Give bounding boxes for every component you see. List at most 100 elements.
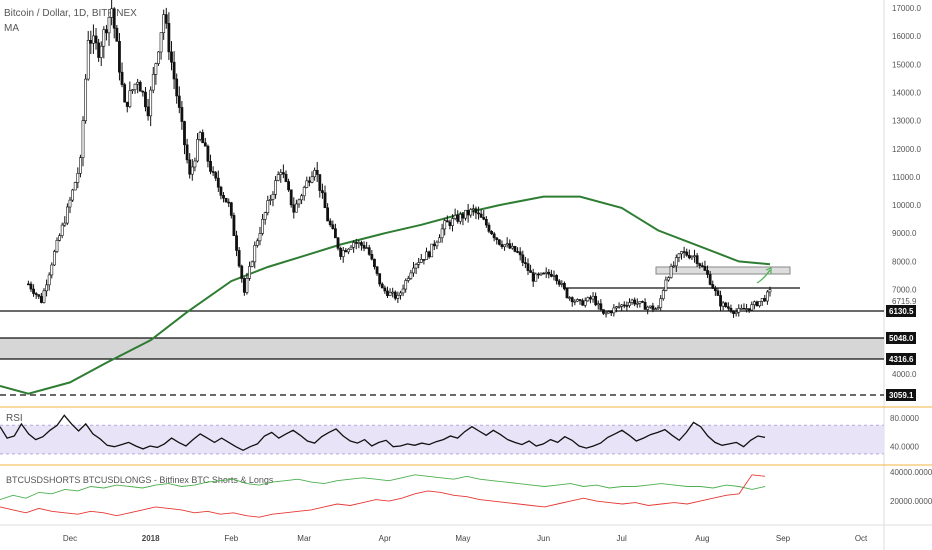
price-tick-label: 10000.0 <box>892 201 921 210</box>
candle-body <box>578 299 582 301</box>
resistance-zone <box>655 266 791 275</box>
candle-body <box>695 255 699 264</box>
candle-body <box>141 90 145 93</box>
candle-body <box>344 250 348 253</box>
candle-body <box>638 301 642 304</box>
candle-body <box>427 251 431 258</box>
level-badge-3-text: 4316.6 <box>889 355 914 364</box>
candle-body <box>633 299 637 305</box>
arrow-head-icon <box>765 267 772 274</box>
candle-body <box>110 8 114 18</box>
candle-body <box>726 306 730 309</box>
candle-body <box>484 219 488 226</box>
candle-body <box>157 51 160 64</box>
price-candles <box>26 0 772 318</box>
candle-body <box>310 176 314 183</box>
candle-body <box>526 263 530 271</box>
price-tick-label: 14000.0 <box>892 88 921 97</box>
candle-body <box>388 292 392 296</box>
candle-body <box>466 209 470 216</box>
candle-body <box>674 257 678 267</box>
candle-body <box>469 209 473 216</box>
candle-body <box>544 271 548 274</box>
price-tick-label: 7000.0 <box>892 286 917 295</box>
price-tick-label: 11000.0 <box>892 173 921 182</box>
candle-body <box>505 243 509 246</box>
candle-body <box>477 212 480 215</box>
candle-body <box>495 237 499 240</box>
candle-body <box>261 218 264 234</box>
candle-body <box>417 262 421 265</box>
candle-body <box>268 199 272 201</box>
candle-body <box>591 295 595 300</box>
candle-body <box>321 190 324 194</box>
candle-body <box>602 309 605 314</box>
candle-body <box>305 180 309 188</box>
candle-body <box>162 14 166 34</box>
candle-body <box>287 181 290 191</box>
candle-body <box>196 139 199 162</box>
rsi-line <box>0 414 766 452</box>
candle-body <box>279 172 283 175</box>
candle-body <box>451 218 454 226</box>
candle-body <box>386 290 389 296</box>
candle-body <box>172 61 176 80</box>
candle-body <box>438 237 441 243</box>
candle-body <box>550 273 553 277</box>
candle-body <box>354 242 358 244</box>
level-badge-3 <box>886 353 916 365</box>
candle-body <box>37 294 41 297</box>
candle-body <box>214 172 218 179</box>
candle-body <box>183 121 186 146</box>
candle-body <box>687 254 691 259</box>
candle-body <box>175 78 179 97</box>
longs-line <box>0 474 766 501</box>
candle-body <box>123 84 127 103</box>
price-tick-label: 16000.0 <box>892 32 921 41</box>
candle-body <box>170 51 173 63</box>
candle-body <box>138 81 142 92</box>
candle-body <box>102 29 106 47</box>
candle-body <box>589 297 592 300</box>
x-tick-label: Apr <box>379 534 392 543</box>
candle-body <box>281 172 285 175</box>
candle-body <box>120 71 124 85</box>
candle-body <box>193 160 197 168</box>
candle-body <box>185 144 189 161</box>
candle-body <box>237 250 241 267</box>
candle-body <box>414 264 418 269</box>
candle-body <box>690 256 694 259</box>
candle-body <box>151 74 155 91</box>
candle-body <box>521 254 525 263</box>
candle-body <box>497 239 501 245</box>
candle-body <box>560 283 564 285</box>
candle-body <box>29 283 33 290</box>
candle-body <box>86 40 90 80</box>
candle-body <box>76 173 80 183</box>
candle-body <box>266 200 270 214</box>
candle-body <box>513 246 517 252</box>
candle-body <box>367 247 371 255</box>
candle-body <box>425 251 428 260</box>
candle-body <box>404 280 408 290</box>
candle-body <box>739 307 743 310</box>
candle-body <box>73 182 77 191</box>
candle-body <box>547 271 551 275</box>
candle-body <box>552 275 556 277</box>
candle-body <box>339 248 343 257</box>
x-tick-label: May <box>455 534 470 543</box>
candle-body <box>159 32 163 53</box>
candle-body <box>656 307 660 310</box>
candle-body <box>630 299 634 303</box>
candle-body <box>58 235 61 241</box>
candle-body <box>617 306 621 308</box>
candle-body <box>635 302 639 305</box>
candle-body <box>271 194 275 200</box>
candle-body <box>352 242 356 248</box>
candle-body <box>336 237 340 249</box>
candle-body <box>258 233 262 242</box>
level-badge-2 <box>886 332 916 344</box>
candle-body <box>47 274 51 286</box>
candle-body <box>63 222 67 226</box>
